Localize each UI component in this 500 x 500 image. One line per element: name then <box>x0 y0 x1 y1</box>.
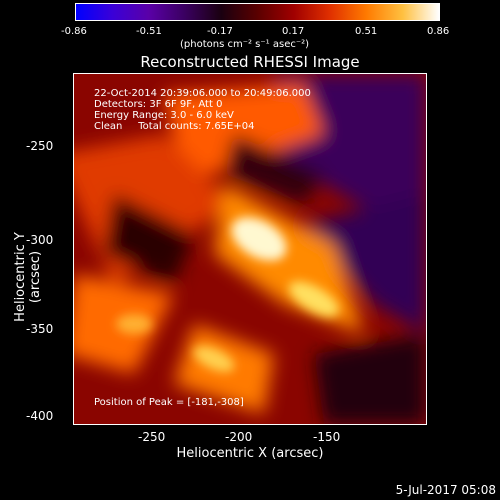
info-counts: Clean Total counts: 7.65E+04 <box>94 121 255 132</box>
y-tick-label: -400 <box>26 409 54 423</box>
rhessi-image <box>74 74 426 424</box>
image-plot <box>73 73 427 425</box>
datestamp: 5-Jul-2017 05:08 <box>395 483 496 497</box>
colorbar-unit: (photons cm⁻² s⁻¹ asec⁻²) <box>180 39 310 50</box>
colorbar-tick: -0.51 <box>136 26 162 37</box>
x-axis-title: Heliocentric X (arcsec) <box>176 446 324 461</box>
y-axis-title: Heliocentric Y (arcsec) <box>13 232 43 322</box>
info-detectors: Detectors: 3F 6F 9F, Att 0 <box>94 99 223 110</box>
y-tick-label: -350 <box>26 322 54 336</box>
colorbar-tick: -0.17 <box>207 26 233 37</box>
colorbar-tick: -0.86 <box>61 26 87 37</box>
peak-position: Position of Peak = [-181,-308] <box>94 397 244 408</box>
y-tick-label: -300 <box>26 233 54 247</box>
colorbar-tick: 0.86 <box>427 26 450 37</box>
info-energy-range: Energy Range: 3.0 - 6.0 keV <box>94 110 234 121</box>
x-tick-label: -150 <box>313 430 341 444</box>
y-tick-label: -250 <box>26 139 54 153</box>
colorbar-tick: 0.51 <box>355 26 378 37</box>
x-tick-label: -200 <box>225 430 253 444</box>
colorbar <box>75 3 440 21</box>
info-time-range: 22-Oct-2014 20:39:06.000 to 20:49:06.000 <box>94 88 311 99</box>
plot-title: Reconstructed RHESSI Image <box>140 53 360 71</box>
x-tick-label: -250 <box>138 430 166 444</box>
colorbar-tick: 0.17 <box>282 26 305 37</box>
